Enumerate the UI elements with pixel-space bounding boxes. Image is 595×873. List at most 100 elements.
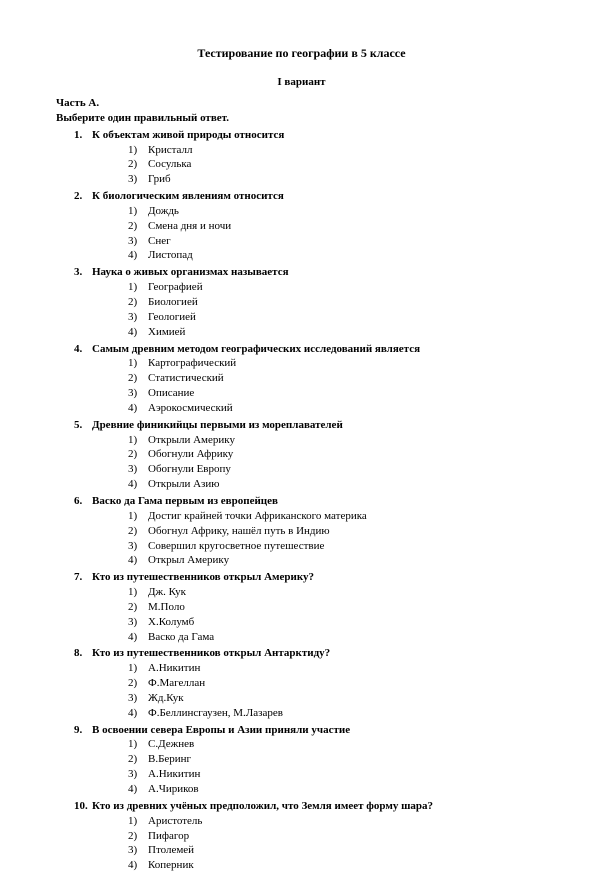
- answer-text: Сосулька: [148, 157, 191, 172]
- answer-number: 3): [128, 767, 148, 782]
- question-text: Самым древним методом географических исс…: [92, 342, 420, 357]
- answer-text: Статистический: [148, 371, 224, 386]
- answer-text: В.Беринг: [148, 752, 191, 767]
- answer-item: 1)С.Дежнев: [128, 737, 547, 752]
- question-text: Кто из путешественников открыл Антарктид…: [92, 646, 330, 661]
- question-item: 10.Кто из древних учёных предположил, чт…: [74, 799, 547, 873]
- answer-number: 2): [128, 219, 148, 234]
- question-text: Кто из путешественников открыл Америку?: [92, 570, 314, 585]
- answer-number: 4): [128, 782, 148, 797]
- answer-item: 1)А.Никитин: [128, 661, 547, 676]
- answer-number: 4): [128, 325, 148, 340]
- question-number: 6.: [74, 494, 92, 509]
- answer-text: А.Никитин: [148, 767, 200, 782]
- answer-text: Биологией: [148, 295, 198, 310]
- answer-list: 1)Дж. Кук2)М.Поло3)Х.Колумб4)Васко да Га…: [74, 585, 547, 644]
- answer-text: Обогнул Африку, нашёл путь в Индию: [148, 524, 330, 539]
- answer-text: А.Никитин: [148, 661, 200, 676]
- question-item: 9.В освоении севера Европы и Азии принял…: [74, 723, 547, 797]
- answer-number: 3): [128, 310, 148, 325]
- answer-item: 3)А.Никитин: [128, 767, 547, 782]
- answer-item: 4)Ф.Беллинсгаузен, М.Лазарев: [128, 706, 547, 721]
- answer-text: Геологией: [148, 310, 196, 325]
- variant-label: I вариант: [56, 75, 547, 90]
- question-item: 1.К объектам живой природы относится1)Кр…: [74, 128, 547, 187]
- answer-number: 2): [128, 447, 148, 462]
- question-number: 4.: [74, 342, 92, 357]
- answer-item: 2)Биологией: [128, 295, 547, 310]
- answer-text: Васко да Гама: [148, 630, 214, 645]
- answer-text: Совершил кругосветное путешествие: [148, 539, 324, 554]
- question-text: Васко да Гама первым из европейцев: [92, 494, 278, 509]
- answer-item: 2)Статистический: [128, 371, 547, 386]
- answer-item: 3)Гриб: [128, 172, 547, 187]
- answer-text: Картографический: [148, 356, 236, 371]
- answer-item: 4)Коперник: [128, 858, 547, 873]
- answer-number: 1): [128, 280, 148, 295]
- answer-number: 4): [128, 477, 148, 492]
- answer-number: 3): [128, 462, 148, 477]
- answer-number: 1): [128, 737, 148, 752]
- question-text: К объектам живой природы относится: [92, 128, 284, 143]
- answer-list: 1)Открыли Америку2)Обогнули Африку3)Обог…: [74, 433, 547, 492]
- question-number: 1.: [74, 128, 92, 143]
- question-number: 2.: [74, 189, 92, 204]
- answer-item: 2)Обогнули Африку: [128, 447, 547, 462]
- question-list: 1.К объектам живой природы относится1)Кр…: [56, 128, 547, 873]
- answer-list: 1)Достиг крайней точки Африканского мате…: [74, 509, 547, 568]
- answer-number: 2): [128, 524, 148, 539]
- answer-text: Достиг крайней точки Африканского матери…: [148, 509, 367, 524]
- answer-item: 3)Жд.Кук: [128, 691, 547, 706]
- answer-number: 1): [128, 509, 148, 524]
- answer-list: 1)С.Дежнев2)В.Беринг3)А.Никитин4)А.Чирик…: [74, 737, 547, 796]
- answer-list: 1)Географией2)Биологией3)Геологией4)Хими…: [74, 280, 547, 339]
- answer-text: Открыли Азию: [148, 477, 220, 492]
- part-label: Часть А.: [56, 96, 547, 111]
- answer-text: Обогнули Европу: [148, 462, 231, 477]
- question-number: 7.: [74, 570, 92, 585]
- answer-item: 1)Достиг крайней точки Африканского мате…: [128, 509, 547, 524]
- answer-item: 2)Пифагор: [128, 829, 547, 844]
- question-number: 9.: [74, 723, 92, 738]
- answer-number: 4): [128, 706, 148, 721]
- answer-number: 3): [128, 615, 148, 630]
- answer-item: 2)Сосулька: [128, 157, 547, 172]
- question-text: Древние финикийцы первыми из мореплавате…: [92, 418, 343, 433]
- question-item: 2.К биологическим явлениям относится1)До…: [74, 189, 547, 263]
- answer-item: 2)Обогнул Африку, нашёл путь в Индию: [128, 524, 547, 539]
- question-text: Наука о живых организмах называется: [92, 265, 289, 280]
- answer-item: 4)Васко да Гама: [128, 630, 547, 645]
- answer-text: Гриб: [148, 172, 171, 187]
- answer-text: Птолемей: [148, 843, 194, 858]
- answer-text: Обогнули Африку: [148, 447, 233, 462]
- answer-list: 1)Аристотель2)Пифагор3)Птолемей4)Коперни…: [74, 814, 547, 873]
- question-number: 8.: [74, 646, 92, 661]
- answer-text: Кристалл: [148, 143, 193, 158]
- answer-text: Описание: [148, 386, 194, 401]
- answer-item: 3)Обогнули Европу: [128, 462, 547, 477]
- answer-text: Аэрокосмический: [148, 401, 233, 416]
- answer-number: 1): [128, 433, 148, 448]
- answer-number: 3): [128, 386, 148, 401]
- answer-number: 3): [128, 234, 148, 249]
- answer-item: 3)Х.Колумб: [128, 615, 547, 630]
- answer-list: 1)А.Никитин2)Ф.Магеллан3)Жд.Кук4)Ф.Белли…: [74, 661, 547, 720]
- answer-text: Снег: [148, 234, 171, 249]
- answer-number: 4): [128, 401, 148, 416]
- question-text: К биологическим явлениям относится: [92, 189, 284, 204]
- answer-item: 4)Листопад: [128, 248, 547, 263]
- answer-item: 2)Смена дня и ночи: [128, 219, 547, 234]
- answer-number: 2): [128, 371, 148, 386]
- answer-item: 4)Химией: [128, 325, 547, 340]
- answer-item: 4)Открыли Азию: [128, 477, 547, 492]
- answer-item: 1)Дж. Кук: [128, 585, 547, 600]
- answer-item: 1)Кристалл: [128, 143, 547, 158]
- answer-text: Листопад: [148, 248, 193, 263]
- answer-list: 1)Кристалл2)Сосулька3)Гриб: [74, 143, 547, 188]
- answer-text: С.Дежнев: [148, 737, 194, 752]
- answer-text: Коперник: [148, 858, 194, 873]
- answer-number: 2): [128, 295, 148, 310]
- answer-number: 2): [128, 157, 148, 172]
- answer-number: 1): [128, 661, 148, 676]
- answer-number: 1): [128, 356, 148, 371]
